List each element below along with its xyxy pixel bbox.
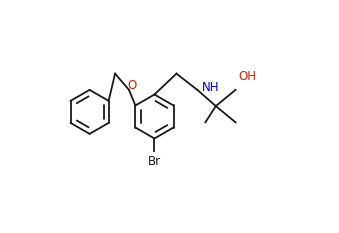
Text: O: O — [127, 79, 136, 92]
Text: Br: Br — [148, 155, 161, 168]
Text: NH: NH — [202, 81, 219, 94]
Text: OH: OH — [238, 70, 256, 83]
